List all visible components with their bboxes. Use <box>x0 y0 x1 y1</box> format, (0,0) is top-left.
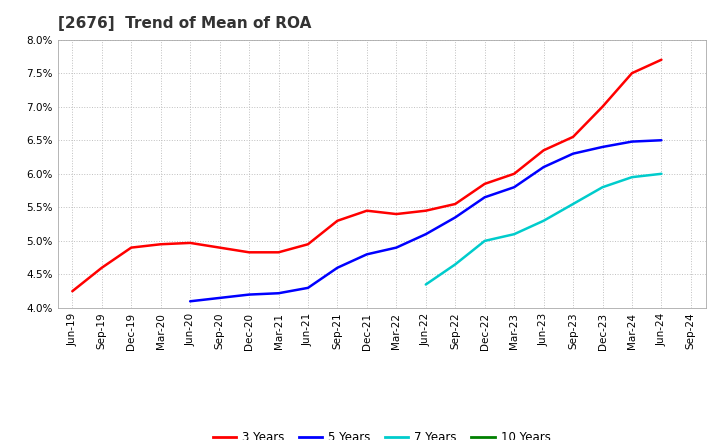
5 Years <box>421 231 430 237</box>
3 Years <box>97 265 106 270</box>
7 Years <box>657 171 666 176</box>
7 Years <box>569 202 577 207</box>
3 Years <box>569 134 577 139</box>
5 Years <box>274 290 283 296</box>
3 Years <box>304 242 312 247</box>
3 Years <box>127 245 135 250</box>
3 Years <box>245 249 253 255</box>
7 Years <box>480 238 489 244</box>
5 Years <box>657 138 666 143</box>
3 Years <box>539 148 548 153</box>
3 Years <box>628 70 636 76</box>
Text: [2676]  Trend of Mean of ROA: [2676] Trend of Mean of ROA <box>58 16 311 32</box>
5 Years <box>598 144 607 150</box>
5 Years <box>451 215 459 220</box>
Legend: 3 Years, 5 Years, 7 Years, 10 Years: 3 Years, 5 Years, 7 Years, 10 Years <box>208 427 555 440</box>
3 Years <box>598 104 607 109</box>
5 Years <box>510 185 518 190</box>
3 Years <box>333 218 342 224</box>
5 Years <box>480 194 489 200</box>
3 Years <box>451 202 459 207</box>
3 Years <box>186 240 194 246</box>
3 Years <box>274 249 283 255</box>
3 Years <box>510 171 518 176</box>
3 Years <box>480 181 489 187</box>
3 Years <box>363 208 372 213</box>
3 Years <box>392 212 400 217</box>
7 Years <box>421 282 430 287</box>
5 Years <box>186 299 194 304</box>
5 Years <box>333 265 342 270</box>
7 Years <box>539 218 548 224</box>
7 Years <box>451 262 459 267</box>
Line: 7 Years: 7 Years <box>426 174 662 285</box>
5 Years <box>245 292 253 297</box>
7 Years <box>598 185 607 190</box>
5 Years <box>363 252 372 257</box>
3 Years <box>657 57 666 62</box>
5 Years <box>569 151 577 156</box>
5 Years <box>392 245 400 250</box>
3 Years <box>215 245 224 250</box>
Line: 3 Years: 3 Years <box>72 60 662 291</box>
3 Years <box>156 242 165 247</box>
3 Years <box>68 289 76 294</box>
5 Years <box>539 165 548 170</box>
5 Years <box>304 285 312 290</box>
5 Years <box>215 295 224 301</box>
7 Years <box>628 175 636 180</box>
3 Years <box>421 208 430 213</box>
5 Years <box>628 139 636 144</box>
7 Years <box>510 231 518 237</box>
Line: 5 Years: 5 Years <box>190 140 662 301</box>
